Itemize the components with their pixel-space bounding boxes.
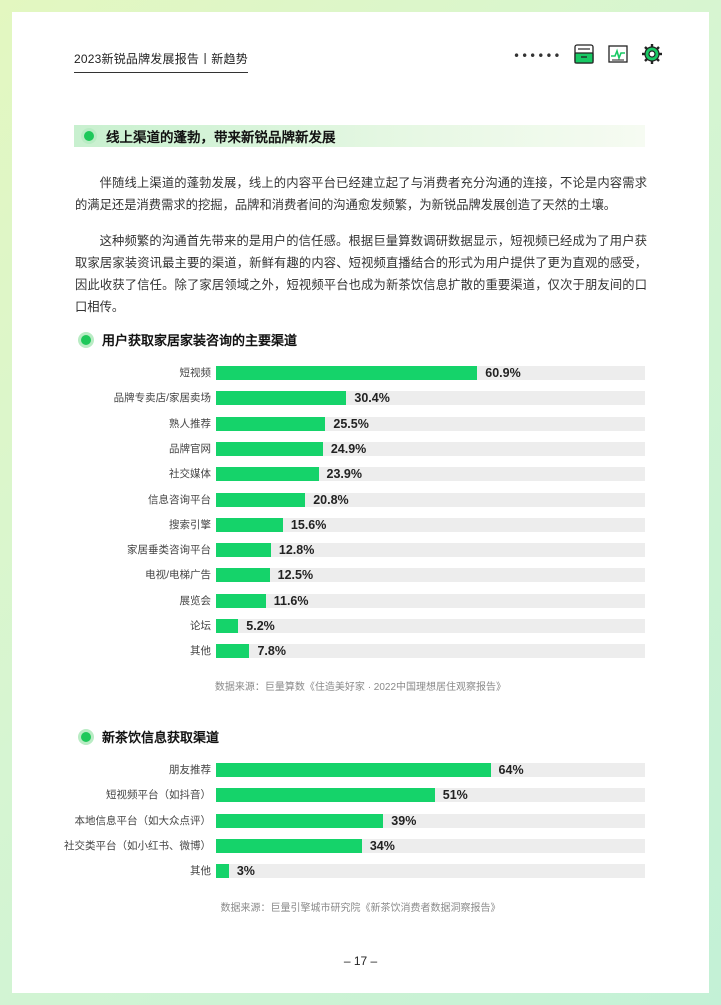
chart2-category-label: 朋友推荐 — [169, 764, 211, 776]
chart1-value-label: 12.5% — [277, 568, 314, 583]
chart1-bar-track — [216, 644, 645, 659]
chart1-bar-row: 短视频 60.9% — [12, 366, 709, 380]
chart1-value-label: 24.9% — [330, 441, 367, 456]
chart1-category-label: 品牌专卖店/家居卖场 — [113, 392, 211, 405]
chart1-bar — [216, 467, 319, 482]
chart1-title-row: 用户获取家居家装咨询的主要渠道 — [79, 330, 297, 349]
chart1-category-label: 其他 — [190, 645, 211, 658]
chart1-category-label: 熟人推荐 — [169, 417, 211, 430]
chart2-bar-row: 其他 3% — [12, 864, 709, 879]
chart2-bar-row: 朋友推荐 64% — [12, 763, 709, 777]
chart1-category-label: 论坛 — [190, 620, 211, 632]
archive-box-icon — [573, 43, 595, 70]
chart1-bar — [216, 517, 283, 532]
chart1-category-label: 展览会 — [179, 594, 212, 607]
chart1-value-label: 5.2% — [246, 619, 275, 633]
chart1-bar-row: 电视/电梯广告 12.5% — [12, 568, 709, 583]
report-page: 2023新锐品牌发展报告丨新趋势 •••••• — [12, 12, 709, 993]
chart1-bar-track — [216, 543, 645, 558]
section-title: 线上渠道的蓬勃，带来新锐品牌新发展 — [106, 130, 336, 145]
chart2-category-label: 本地信息平台（如大众点评） — [74, 814, 212, 827]
chart2-value-label: 3% — [236, 864, 255, 879]
chart1-bar — [216, 366, 478, 380]
chart1-bar-track — [216, 492, 645, 507]
chart2-value-label: 39% — [391, 813, 417, 828]
paragraph-1: 伴随线上渠道的蓬勃发展，线上的内容平台已经建立起了与消费者充分沟通的连接，不论是… — [75, 176, 647, 212]
chart1-bar-row: 展览会 11.6% — [12, 593, 709, 608]
chart1-bar-row: 其他 7.8% — [12, 644, 709, 659]
chart1-category-label: 搜索引擎 — [169, 518, 211, 531]
chart1-bar — [216, 593, 266, 608]
chart2-bar-row: 本地信息平台（如大众点评） 39% — [12, 813, 709, 828]
chart2-value-label: 34% — [369, 838, 395, 853]
bullet-dot-icon — [81, 334, 91, 345]
chart1-bar-row: 搜索引擎 15.6% — [12, 517, 709, 532]
chart1-bar — [216, 416, 326, 431]
chart1-value-label: 12.8% — [278, 543, 315, 558]
chart1-bar — [216, 441, 323, 456]
dots-decoration: •••••• — [513, 49, 562, 63]
chart1-bar-track — [216, 517, 645, 532]
trend-chart-icon — [607, 43, 629, 70]
chart2-source: 数据来源：巨量引擎城市研究院《新茶饮消费者数据洞察报告》 — [220, 903, 501, 914]
report-header-title: 2023新锐品牌发展报告丨新趋势 — [74, 50, 248, 73]
chart1-category-label: 品牌官网 — [169, 442, 211, 455]
chart1-category-label: 信息咨询平台 — [148, 493, 211, 506]
header-toolbar: •••••• — [513, 43, 663, 70]
chart1-value-label: 60.9% — [485, 366, 521, 380]
chart1-category-label: 社交媒体 — [169, 468, 211, 481]
gear-icon — [641, 43, 663, 70]
chart1-bar-row: 家居垂类咨询平台 12.8% — [12, 543, 709, 558]
chart1-category-label: 电视/电梯广告 — [145, 569, 211, 582]
chart2-bar-row: 短视频平台（如抖音） 51% — [12, 788, 709, 803]
chart2-bar-row: 社交类平台（如小红书、微博） 34% — [12, 838, 709, 853]
chart2-bar — [216, 838, 362, 853]
chart2-bar — [216, 788, 435, 803]
chart1-category-label: 家居垂类咨询平台 — [127, 544, 211, 557]
chart1-bar-track — [216, 568, 645, 583]
chart1-bar-row: 熟人推荐 25.5% — [12, 416, 709, 431]
chart1-bar — [216, 492, 306, 507]
chart2-bar — [216, 813, 384, 828]
chart2-title-row: 新茶饮信息获取渠道 — [79, 727, 219, 746]
chart2-value-label: 64% — [498, 763, 524, 777]
chart2-bar — [216, 864, 229, 879]
chart1-bar-row: 信息咨询平台 20.8% — [12, 492, 709, 507]
chart1-category-label: 短视频 — [179, 367, 212, 379]
chart1-bar-row: 社交媒体 23.9% — [12, 467, 709, 482]
chart2-bar-track — [216, 864, 645, 879]
chart2-category-label: 社交类平台（如小红书、微博） — [64, 839, 211, 852]
chart1-bar-track — [216, 467, 645, 482]
chart2-category-label: 其他 — [190, 865, 211, 878]
chart2-bar — [216, 763, 491, 777]
chart1-bar — [216, 568, 270, 583]
chart1-value-label: 20.8% — [313, 492, 349, 507]
chart1-bar — [216, 543, 271, 558]
chart1-bar-row: 论坛 5.2% — [12, 619, 709, 633]
chart1-bar-track — [216, 593, 645, 608]
chart1-bar-row: 品牌专卖店/家居卖场 30.4% — [12, 391, 709, 406]
chart1-value-label: 30.4% — [354, 391, 390, 406]
chart1-bar — [216, 619, 239, 633]
chart2-value-label: 51% — [442, 788, 468, 803]
chart1-value-label: 25.5% — [333, 416, 369, 431]
chart1-bar — [216, 644, 250, 659]
chart1-bar — [216, 391, 347, 406]
chart2-title: 新茶饮信息获取渠道 — [102, 730, 220, 745]
chart1-value-label: 15.6% — [290, 517, 327, 532]
chart1-bar-row: 品牌官网 24.9% — [12, 441, 709, 456]
chart1-bar-track — [216, 619, 645, 633]
chart1-value-label: 7.8% — [257, 644, 286, 659]
page-number: – 17 – — [343, 954, 378, 968]
paragraph-2: 这种频繁的沟通首先带来的是用户的信任感。根据巨量算数调研数据显示，短视频已经成为… — [75, 234, 647, 314]
bullet-dot-icon — [84, 131, 94, 141]
chart1-value-label: 23.9% — [326, 467, 362, 482]
section-heading-bar: 线上渠道的蓬勃，带来新锐品牌新发展 — [74, 125, 645, 147]
chart1-title: 用户获取家居家装咨询的主要渠道 — [102, 333, 298, 348]
bullet-dot-icon — [81, 731, 91, 742]
chart1-value-label: 11.6% — [273, 593, 309, 608]
chart1-bar-track — [216, 441, 645, 456]
chart2-category-label: 短视频平台（如抖音） — [106, 789, 211, 802]
chart1-source: 数据来源：巨量算数《住造美好家 · 2022中国理想居住观察报告》 — [214, 682, 507, 693]
